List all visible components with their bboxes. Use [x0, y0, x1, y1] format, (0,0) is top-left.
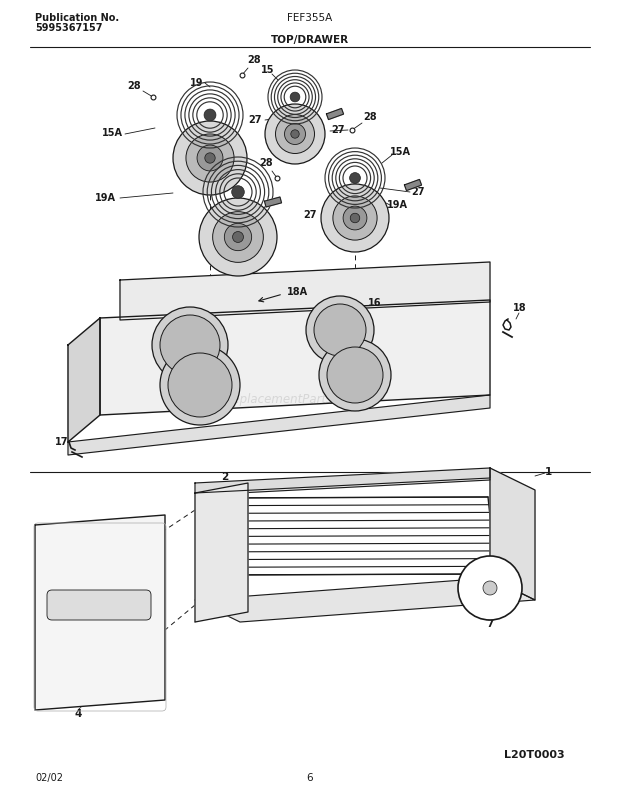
Circle shape	[199, 198, 277, 276]
Circle shape	[350, 214, 360, 223]
Text: 27: 27	[343, 243, 356, 253]
Circle shape	[333, 196, 377, 240]
Text: 19: 19	[238, 268, 252, 278]
Polygon shape	[35, 515, 165, 710]
Text: 27: 27	[331, 125, 345, 135]
Polygon shape	[327, 109, 343, 120]
Circle shape	[213, 212, 264, 262]
Text: L20T0003: L20T0003	[505, 750, 565, 760]
Circle shape	[160, 345, 240, 425]
Text: 5995367157: 5995367157	[35, 23, 102, 33]
Text: 2: 2	[221, 472, 229, 482]
Circle shape	[173, 121, 247, 195]
Circle shape	[483, 581, 497, 595]
Text: 18: 18	[513, 303, 527, 313]
Circle shape	[291, 129, 299, 138]
Text: 15A: 15A	[389, 147, 410, 157]
Polygon shape	[120, 262, 490, 320]
Circle shape	[186, 134, 234, 182]
Polygon shape	[265, 197, 281, 207]
Text: 19A: 19A	[94, 193, 115, 203]
Circle shape	[458, 556, 522, 620]
Text: 27: 27	[303, 210, 317, 220]
Circle shape	[160, 315, 220, 375]
Text: 28: 28	[248, 56, 261, 65]
Text: 27: 27	[411, 187, 425, 197]
Text: 02/02: 02/02	[35, 773, 63, 783]
Text: 17: 17	[55, 437, 69, 447]
Polygon shape	[50, 592, 148, 618]
Text: 28: 28	[259, 158, 273, 168]
Circle shape	[204, 109, 216, 121]
Text: Publication No.: Publication No.	[35, 13, 119, 23]
Circle shape	[265, 104, 325, 164]
Text: 19A: 19A	[386, 200, 407, 210]
Polygon shape	[100, 300, 490, 415]
Circle shape	[275, 114, 314, 153]
Circle shape	[152, 307, 228, 383]
Text: 1: 1	[544, 467, 552, 477]
Circle shape	[168, 353, 232, 417]
Circle shape	[197, 145, 223, 171]
Circle shape	[319, 339, 391, 411]
Polygon shape	[68, 318, 100, 442]
Text: 18A: 18A	[288, 287, 309, 297]
Text: 15: 15	[261, 65, 275, 75]
Circle shape	[314, 304, 366, 356]
Text: TOP/DRAWER: TOP/DRAWER	[271, 35, 349, 45]
Text: FEF355A: FEF355A	[288, 13, 332, 23]
Polygon shape	[490, 468, 535, 600]
Polygon shape	[200, 475, 490, 495]
Text: 28: 28	[128, 81, 141, 91]
FancyBboxPatch shape	[47, 590, 151, 620]
Text: 27: 27	[248, 115, 262, 125]
Circle shape	[205, 152, 215, 164]
Text: 15: 15	[238, 257, 252, 267]
Polygon shape	[404, 179, 422, 191]
Circle shape	[350, 172, 360, 183]
Text: 15A: 15A	[102, 128, 123, 138]
Polygon shape	[68, 395, 490, 455]
Text: 19: 19	[190, 78, 204, 88]
Circle shape	[343, 206, 367, 230]
Text: 7: 7	[486, 619, 494, 629]
Polygon shape	[195, 483, 248, 622]
Circle shape	[290, 92, 300, 102]
Text: 6: 6	[307, 773, 313, 783]
Polygon shape	[195, 578, 535, 622]
Circle shape	[232, 186, 244, 198]
Polygon shape	[195, 468, 490, 493]
Circle shape	[327, 347, 383, 403]
Circle shape	[285, 124, 306, 145]
Text: 28: 28	[363, 112, 377, 122]
Text: eReplacementParts.com: eReplacementParts.com	[218, 394, 362, 407]
Text: 16: 16	[368, 298, 382, 308]
Circle shape	[321, 184, 389, 252]
Circle shape	[232, 232, 244, 242]
Circle shape	[306, 296, 374, 364]
Circle shape	[224, 223, 252, 251]
Text: 4: 4	[74, 709, 82, 719]
